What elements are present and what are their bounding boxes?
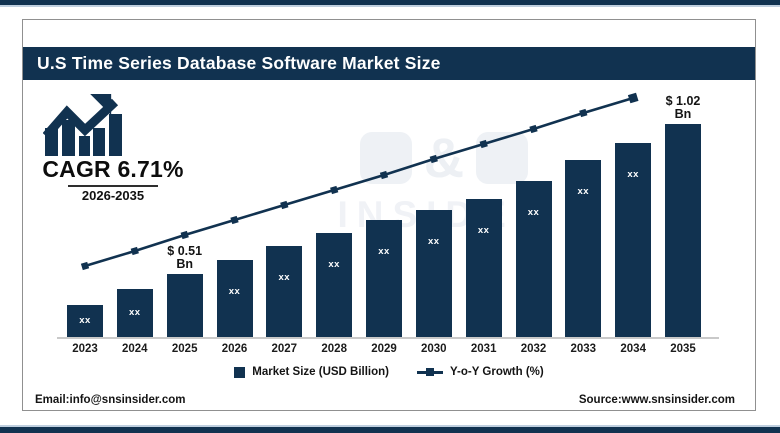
bottom-navy-strip	[0, 427, 780, 433]
bar-value-label: xx	[278, 272, 291, 283]
x-axis-label: 2032	[520, 343, 547, 355]
x-axis-label: 2035	[670, 343, 696, 355]
top-navy-strip	[0, 0, 780, 5]
market-size-bar-2026: xx	[216, 260, 253, 337]
growth-line-point	[627, 92, 639, 104]
market-size-bar-2032: xx	[515, 181, 552, 337]
report-frame: U.S Time Series Database Software Market…	[22, 19, 756, 411]
bar-value-label: xx	[577, 186, 590, 197]
x-axis-label: 2028	[321, 343, 347, 355]
cagr-value: CAGR 6.71%	[42, 156, 184, 182]
bar-value-label: xx	[627, 169, 639, 180]
x-axis-label: 2029	[371, 343, 397, 355]
growth-line-point	[230, 215, 239, 225]
growth-line-point	[280, 200, 289, 210]
growth-line-point	[180, 230, 189, 240]
line-marker-icon	[417, 368, 444, 376]
bar-value-label: xx	[428, 236, 440, 247]
market-size-bar-2034: xx	[615, 143, 652, 337]
growth-chart-icon	[43, 94, 122, 156]
x-axis-label: 2023	[72, 343, 98, 355]
bar-value-label: xx	[228, 286, 241, 297]
bar-value-label: xx	[79, 315, 91, 326]
legend-item-yoy-growth: Y-o-Y Growth (%)	[417, 366, 544, 378]
market-size-bar-2035	[665, 124, 701, 337]
bar-value-label: xx	[129, 307, 141, 318]
bar-value-label: xx	[328, 259, 340, 270]
x-axis-label: 2024	[122, 343, 148, 355]
cagr-block: CAGR 6.71% 2026-2035	[27, 156, 199, 205]
market-size-bar-2028: xx	[316, 233, 353, 337]
market-size-bar-2030: xx	[415, 210, 452, 337]
legend-growth-label: Y-o-Y Growth (%)	[450, 366, 544, 378]
growth-line-point	[130, 246, 139, 256]
market-size-bar-2024: xx	[116, 289, 153, 337]
x-axis-label: 2030	[421, 343, 447, 355]
bar-value-label: xx	[477, 225, 490, 236]
bar-swatch-icon	[234, 366, 246, 378]
x-axis-line	[57, 337, 719, 339]
chart-title: U.S Time Series Database Software Market…	[37, 53, 441, 73]
growth-line-point	[80, 261, 90, 271]
market-size-bar-2027: xx	[266, 246, 303, 337]
bar-value-label: xx	[378, 246, 390, 257]
x-axis-label: 2026	[221, 343, 248, 355]
x-axis-label: 2025	[171, 343, 198, 355]
market-size-bar-2025	[166, 274, 203, 337]
footer-email: Email:info@snsinsider.com	[35, 394, 186, 406]
x-axis-label: 2033	[570, 343, 597, 355]
chart-title-bar: U.S Time Series Database Software Market…	[23, 47, 755, 80]
value-callout-2035: $ 1.02 Bn	[665, 94, 701, 121]
bar-value-label: xx	[527, 207, 540, 218]
footer-source: Source:www.snsinsider.com	[578, 394, 735, 406]
watermark-logo-square	[476, 132, 529, 184]
chart-legend: Market Size (USD Billion) Y-o-Y Growth (…	[23, 366, 755, 378]
market-size-bar-2031: xx	[465, 199, 502, 337]
watermark-ampersand: &	[423, 126, 465, 189]
cagr-period: 2026-2035	[67, 185, 159, 203]
market-size-bar-2029: xx	[366, 220, 402, 337]
top-accent-line	[0, 5, 780, 7]
bottom-accent-line	[0, 425, 780, 427]
legend-item-market-size: Market Size (USD Billion)	[234, 366, 389, 378]
x-axis-label: 2027	[271, 343, 298, 355]
legend-market-size-label: Market Size (USD Billion)	[252, 366, 390, 378]
x-axis-label: 2034	[620, 343, 646, 355]
market-size-bar-2033: xx	[565, 160, 602, 337]
x-axis-label: 2031	[470, 343, 497, 355]
watermark-logo-square	[359, 132, 412, 184]
value-callout-2025: $ 0.51 Bn	[167, 244, 203, 271]
market-size-bar-2023: xx	[67, 305, 103, 337]
growth-line-point	[579, 108, 588, 118]
